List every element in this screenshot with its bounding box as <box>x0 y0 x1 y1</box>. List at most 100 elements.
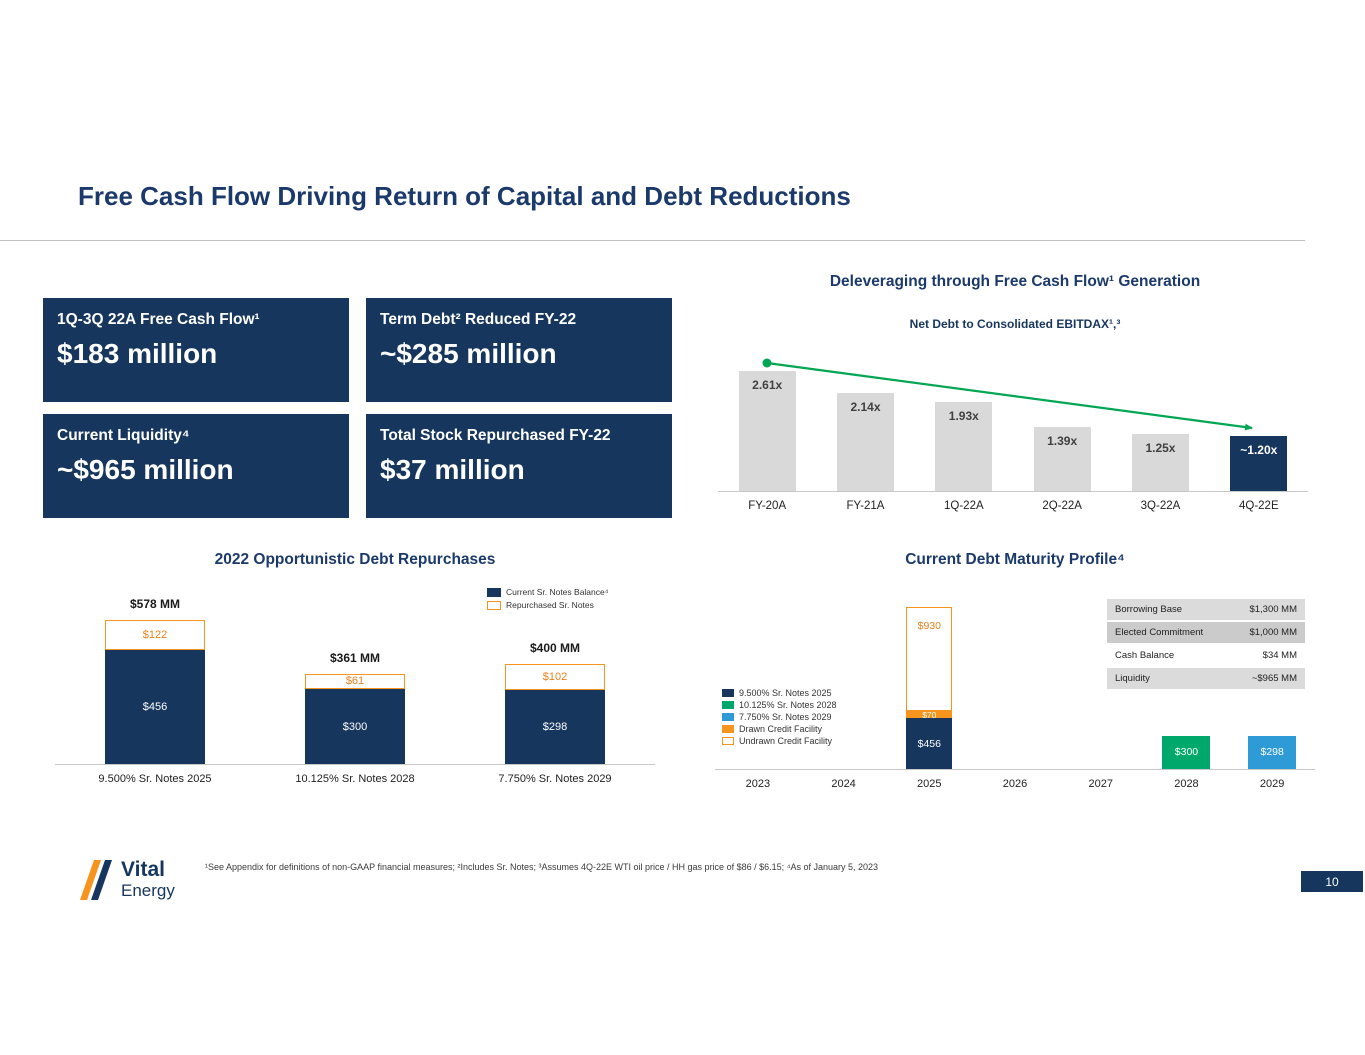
bar-slot-2029: $298 <box>1229 735 1315 769</box>
segment-value-label: $300 <box>342 720 368 733</box>
x-tick-label: 7.750% Sr. Notes 2029 <box>498 773 612 785</box>
table-row: Liquidity ~$965 MM <box>1107 668 1305 689</box>
repurchases-x-axis: 9.500% Sr. Notes 2025 10.125% Sr. Notes … <box>55 773 655 785</box>
row-value: ~$965 MM <box>1251 673 1297 684</box>
segment-value-label: $300 <box>1174 746 1199 759</box>
kpi-value: $37 million <box>380 454 525 485</box>
notes-2025-segment: $456 <box>906 718 953 769</box>
legend-label: 7.750% Sr. Notes 2029 <box>739 712 832 722</box>
deleveraging-x-axis: FY-20A FY-21A 1Q-22A 2Q-22A 3Q-22A 4Q-22… <box>718 500 1308 512</box>
x-tick-label: 2027 <box>1088 778 1113 790</box>
bar-fy21a: 2.14x <box>836 392 894 491</box>
bar-total-label: $361 MM <box>329 650 381 665</box>
segment-value-label: $456 <box>917 737 941 750</box>
bar-group-2025-notes: $578 MM $122 $456 <box>55 596 255 764</box>
bar-slot-2025: $930 $70 $456 <box>886 607 972 769</box>
legend-item: 7.750% Sr. Notes 2029 <box>722 712 837 722</box>
row-value: $1,300 MM <box>1249 604 1297 615</box>
repurchases-chart: $578 MM $122 $456 $361 MM $61 $300 $400 … <box>55 590 655 765</box>
x-tick-label: 3Q-22A <box>1140 500 1181 512</box>
x-tick-label: 1Q-22A <box>944 500 984 512</box>
x-tick-label: 2025 <box>917 778 942 790</box>
kpi-label: Current Liquidity⁴ <box>57 427 190 444</box>
page-number: 10 <box>1301 871 1363 892</box>
legend-label: 10.125% Sr. Notes 2028 <box>739 700 837 710</box>
row-value: $1,000 MM <box>1249 627 1297 638</box>
deleveraging-chart-title: Deleveraging through Free Cash Flow¹ Gen… <box>829 273 1201 290</box>
segment-value-label: $456 <box>142 701 168 713</box>
logo-line1: Vital <box>121 857 165 881</box>
kpi-label: 1Q-3Q 22A Free Cash Flow¹ <box>57 311 260 328</box>
bar-slot-2028: $300 <box>1144 735 1230 769</box>
current-balance-segment: $456 <box>105 650 205 764</box>
kpi-value: ~$965 million <box>57 454 234 485</box>
x-tick-label: 2023 <box>745 778 771 790</box>
deleveraging-chart: 2.61x 2.14x 1.93x 1.39x 1.25x ~1.20x <box>718 338 1308 492</box>
row-label: Elected Commitment <box>1115 627 1204 638</box>
repurchases-chart-title: 2022 Opportunistic Debt Repurchases <box>214 551 496 568</box>
current-balance-segment: $300 <box>305 689 405 764</box>
table-row: Elected Commitment $1,000 MM <box>1107 622 1305 643</box>
legend-label: Drawn Credit Facility <box>739 724 823 734</box>
logo-line2: Energy <box>121 880 175 900</box>
row-label: Cash Balance <box>1115 650 1175 661</box>
segment-value-label: $298 <box>1260 746 1284 759</box>
legend-swatch-orange-icon <box>722 725 734 733</box>
repurchased-segment: $61 <box>305 673 405 689</box>
kpi-label: Term Debt² Reduced FY-22 <box>380 311 577 328</box>
table-row: Borrowing Base $1,300 MM <box>1107 599 1305 620</box>
legend-swatch-green-icon <box>722 701 734 709</box>
footnote-text: ¹See Appendix for definitions of non-GAA… <box>205 862 879 872</box>
notes-2028-segment: $300 <box>1162 735 1211 769</box>
kpi-box-term-debt: Term Debt² Reduced FY-22 ~$285 million <box>366 298 672 402</box>
x-tick-label: 2Q-22A <box>1042 500 1082 512</box>
legend-item: 10.125% Sr. Notes 2028 <box>722 700 837 710</box>
legend-label: 9.500% Sr. Notes 2025 <box>739 688 832 698</box>
legend-item: Repurchased Sr. Notes <box>487 600 608 610</box>
logo-text: Vital Energy <box>121 857 175 900</box>
repurchased-segment: $122 <box>105 619 205 650</box>
segment-value-label: $930 <box>917 620 941 633</box>
legend-label: Repurchased Sr. Notes <box>506 600 594 610</box>
bar-total-label: $400 MM <box>529 641 581 655</box>
title-divider <box>0 240 1305 241</box>
legend-swatch-orange-outline-icon <box>487 600 501 610</box>
x-tick-label: 2029 <box>1259 778 1285 790</box>
legend-label: Undrawn Credit Facility <box>739 736 833 746</box>
segment-value-label: $122 <box>142 628 168 641</box>
row-label: Borrowing Base <box>1115 604 1183 615</box>
segment-value-label: $102 <box>542 670 568 683</box>
row-label: Liquidity <box>1115 673 1150 684</box>
bar-value-label: ~1.20x <box>1240 442 1278 457</box>
legend-swatch-navy-icon <box>722 689 734 697</box>
kpi-label: Total Stock Repurchased FY-22 <box>380 427 611 444</box>
x-tick-label: FY-21A <box>846 500 885 512</box>
legend-label: Current Sr. Notes Balance⁴ <box>506 587 609 597</box>
bar-value-label: 1.39x <box>1047 434 1078 449</box>
bar-2q22a: 1.39x <box>1033 427 1091 491</box>
legend-item: Drawn Credit Facility <box>722 724 837 734</box>
kpi-value: ~$285 million <box>380 338 557 369</box>
x-tick-label: 2028 <box>1174 778 1199 790</box>
maturity-x-axis: 2023 2024 2025 2026 2027 2028 2029 <box>715 778 1315 790</box>
notes-2029-segment: $298 <box>1248 735 1297 769</box>
bar-fy20a: 2.61x <box>738 370 796 491</box>
legend-swatch-navy-icon <box>487 587 501 597</box>
deleveraging-chart-subtitle: Net Debt to Consolidated EBITDAX¹,³ <box>909 317 1121 331</box>
row-value: $34 MM <box>1262 650 1297 661</box>
x-tick-label: 10.125% Sr. Notes 2028 <box>295 773 415 785</box>
vital-energy-logo: Vital Energy <box>78 856 175 902</box>
bar-total-label: $578 MM <box>129 596 181 611</box>
maturity-chart: $930 $70 $456 $300 $298 <box>715 592 1315 770</box>
segment-value-label: $298 <box>542 720 568 733</box>
segment-value-label: $61 <box>345 675 365 688</box>
legend-swatch-orange-outline-icon <box>722 737 734 745</box>
bar-group-2029-notes: $400 MM $102 $298 <box>455 641 655 764</box>
page-title: Free Cash Flow Driving Return of Capital… <box>78 181 851 211</box>
current-balance-segment: $298 <box>505 689 605 764</box>
kpi-box-stock-repurchased: Total Stock Repurchased FY-22 $37 millio… <box>366 414 672 518</box>
vital-energy-logo-mark-icon <box>80 860 112 900</box>
x-tick-label: 4Q-22E <box>1238 500 1279 512</box>
bar-1q22a: 1.93x <box>935 402 993 491</box>
